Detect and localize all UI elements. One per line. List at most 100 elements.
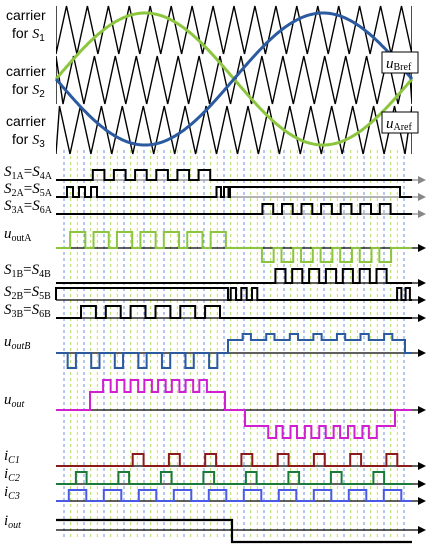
trace-uouta [56,231,412,263]
label-s1b-part: S [32,262,40,278]
label-s2b: S2B=S5B [4,284,51,302]
label-s1b: S1B=S4B [4,262,51,280]
label-iout-part: i [4,513,8,529]
label-uoutb: uoutB [4,334,30,352]
label-s1a-part: = [24,164,32,180]
carrier-triangle-wave [56,105,412,155]
uBref-label-sub: Bref [394,62,412,73]
label-s1a-part: S [32,164,40,180]
label-s1b-part: = [23,262,31,278]
label-uoutb-part: outB [12,341,31,352]
trace-s2a [56,186,412,198]
signal-traces [55,169,426,544]
signal-labels: S1A=S4AS2A=S5AS3A=S6AuoutAS1B=S4BS2B=S5B… [4,164,53,531]
time-axis-arrow [418,176,426,184]
label-s3b-part: 3B [12,309,24,320]
label-s1a-part: 1A [12,171,25,182]
label-uouta-part: outA [12,233,33,244]
carrier-s1-label-line1: carrier [6,7,46,23]
carrier-s1-symbol: S [32,27,39,42]
trace-ic3 [56,489,412,502]
label-iout-part: out [8,520,21,531]
label-ic3-part: i [4,484,8,500]
label-uouta-part: u [4,226,12,242]
reference-uAref-curve [54,11,414,147]
svg-text:for S2: for S2 [12,81,45,100]
label-s3b-part: S [4,302,12,318]
label-s3b: S3B=S6B [4,302,51,320]
trace-ic1 [56,453,412,467]
time-axis-arrow [418,526,426,534]
trace-s1a [56,169,412,181]
label-uout-part: u [4,392,12,408]
time-axis-arrow [418,193,426,201]
label-s3b-part: S [32,302,40,318]
time-axis-arrow [418,462,426,470]
time-axis-arrow [418,314,426,322]
label-ic1-part: C1 [8,455,20,466]
label-s3a-part: S [32,198,40,214]
carrier-s2-symbol: S [32,83,39,98]
label-uout-part: out [12,399,25,410]
time-axis-arrow [418,480,426,488]
label-s2b-part: 2B [12,291,24,302]
uAref-label-main: u [386,116,394,132]
label-uouta: uoutA [4,226,32,244]
label-s1a-part: 4A [40,171,53,182]
svg-text:uBref: uBref [386,56,412,73]
label-iout: iout [4,513,21,531]
carrier-s3-label-line1: carrier [6,113,46,129]
label-s2b-part: S [4,284,12,300]
label-s3a-part: 3A [12,205,25,216]
label-s2b-part: 5B [39,291,51,302]
label-s1a-part: S [4,164,12,180]
carrier-s3-label-line2: for [12,131,29,147]
carrier-s1-label-line2: for [12,25,29,41]
label-ic2: iC2 [4,466,20,484]
time-axis-arrow [418,210,426,218]
carrier-s3-sub: 3 [39,139,45,150]
label-ic1-part: i [4,448,8,464]
label-s3b-part: 6B [39,309,51,320]
label-ic2-part: i [4,466,8,482]
label-s3b-part: = [23,302,31,318]
time-axis-arrow [418,279,426,287]
svg-text:for S3: for S3 [12,131,45,150]
trace-s2b [55,287,412,301]
label-s2b-part: = [23,284,31,300]
time-axis-arrow [418,497,426,505]
trace-iout [56,518,412,544]
label-s2a-part: 2A [12,188,25,199]
time-axis-arrow [418,296,426,304]
label-s3a-part: S [4,198,12,214]
svg-text:uAref: uAref [386,116,412,133]
trace-s3b [56,305,412,319]
carrier-triangle-wave [56,5,412,55]
trace-s3a [56,203,412,215]
label-s2a-part: = [24,181,32,197]
carrier-s2-sub: 2 [39,89,45,100]
label-s2b-part: S [32,284,40,300]
label-s2a-part: 5A [40,188,53,199]
label-ic3-part: C3 [8,491,20,502]
trace-uout [56,379,412,439]
label-s3a-part: 6A [40,205,53,216]
carrier-s2-label-line1: carrier [6,63,46,79]
label-s2a: S2A=S5A [4,181,53,199]
svg-text:for S1: for S1 [12,25,45,44]
uBref-label-box: uBref [381,51,419,74]
label-ic2-part: C2 [8,473,20,484]
label-ic3: iC3 [4,484,20,502]
label-s2a-part: S [4,181,12,197]
timing-grid-lines [63,150,405,540]
carrier-s1-sub: 1 [39,33,45,44]
carrier-s2-label-line2: for [12,81,29,97]
label-s1a: S1A=S4A [4,164,53,182]
uAref-label-box: uAref [381,111,419,134]
label-s1b-part: S [4,262,12,278]
uBref-label-main: u [386,56,394,72]
label-s3a-part: = [24,198,32,214]
trace-uoutb [56,333,412,369]
